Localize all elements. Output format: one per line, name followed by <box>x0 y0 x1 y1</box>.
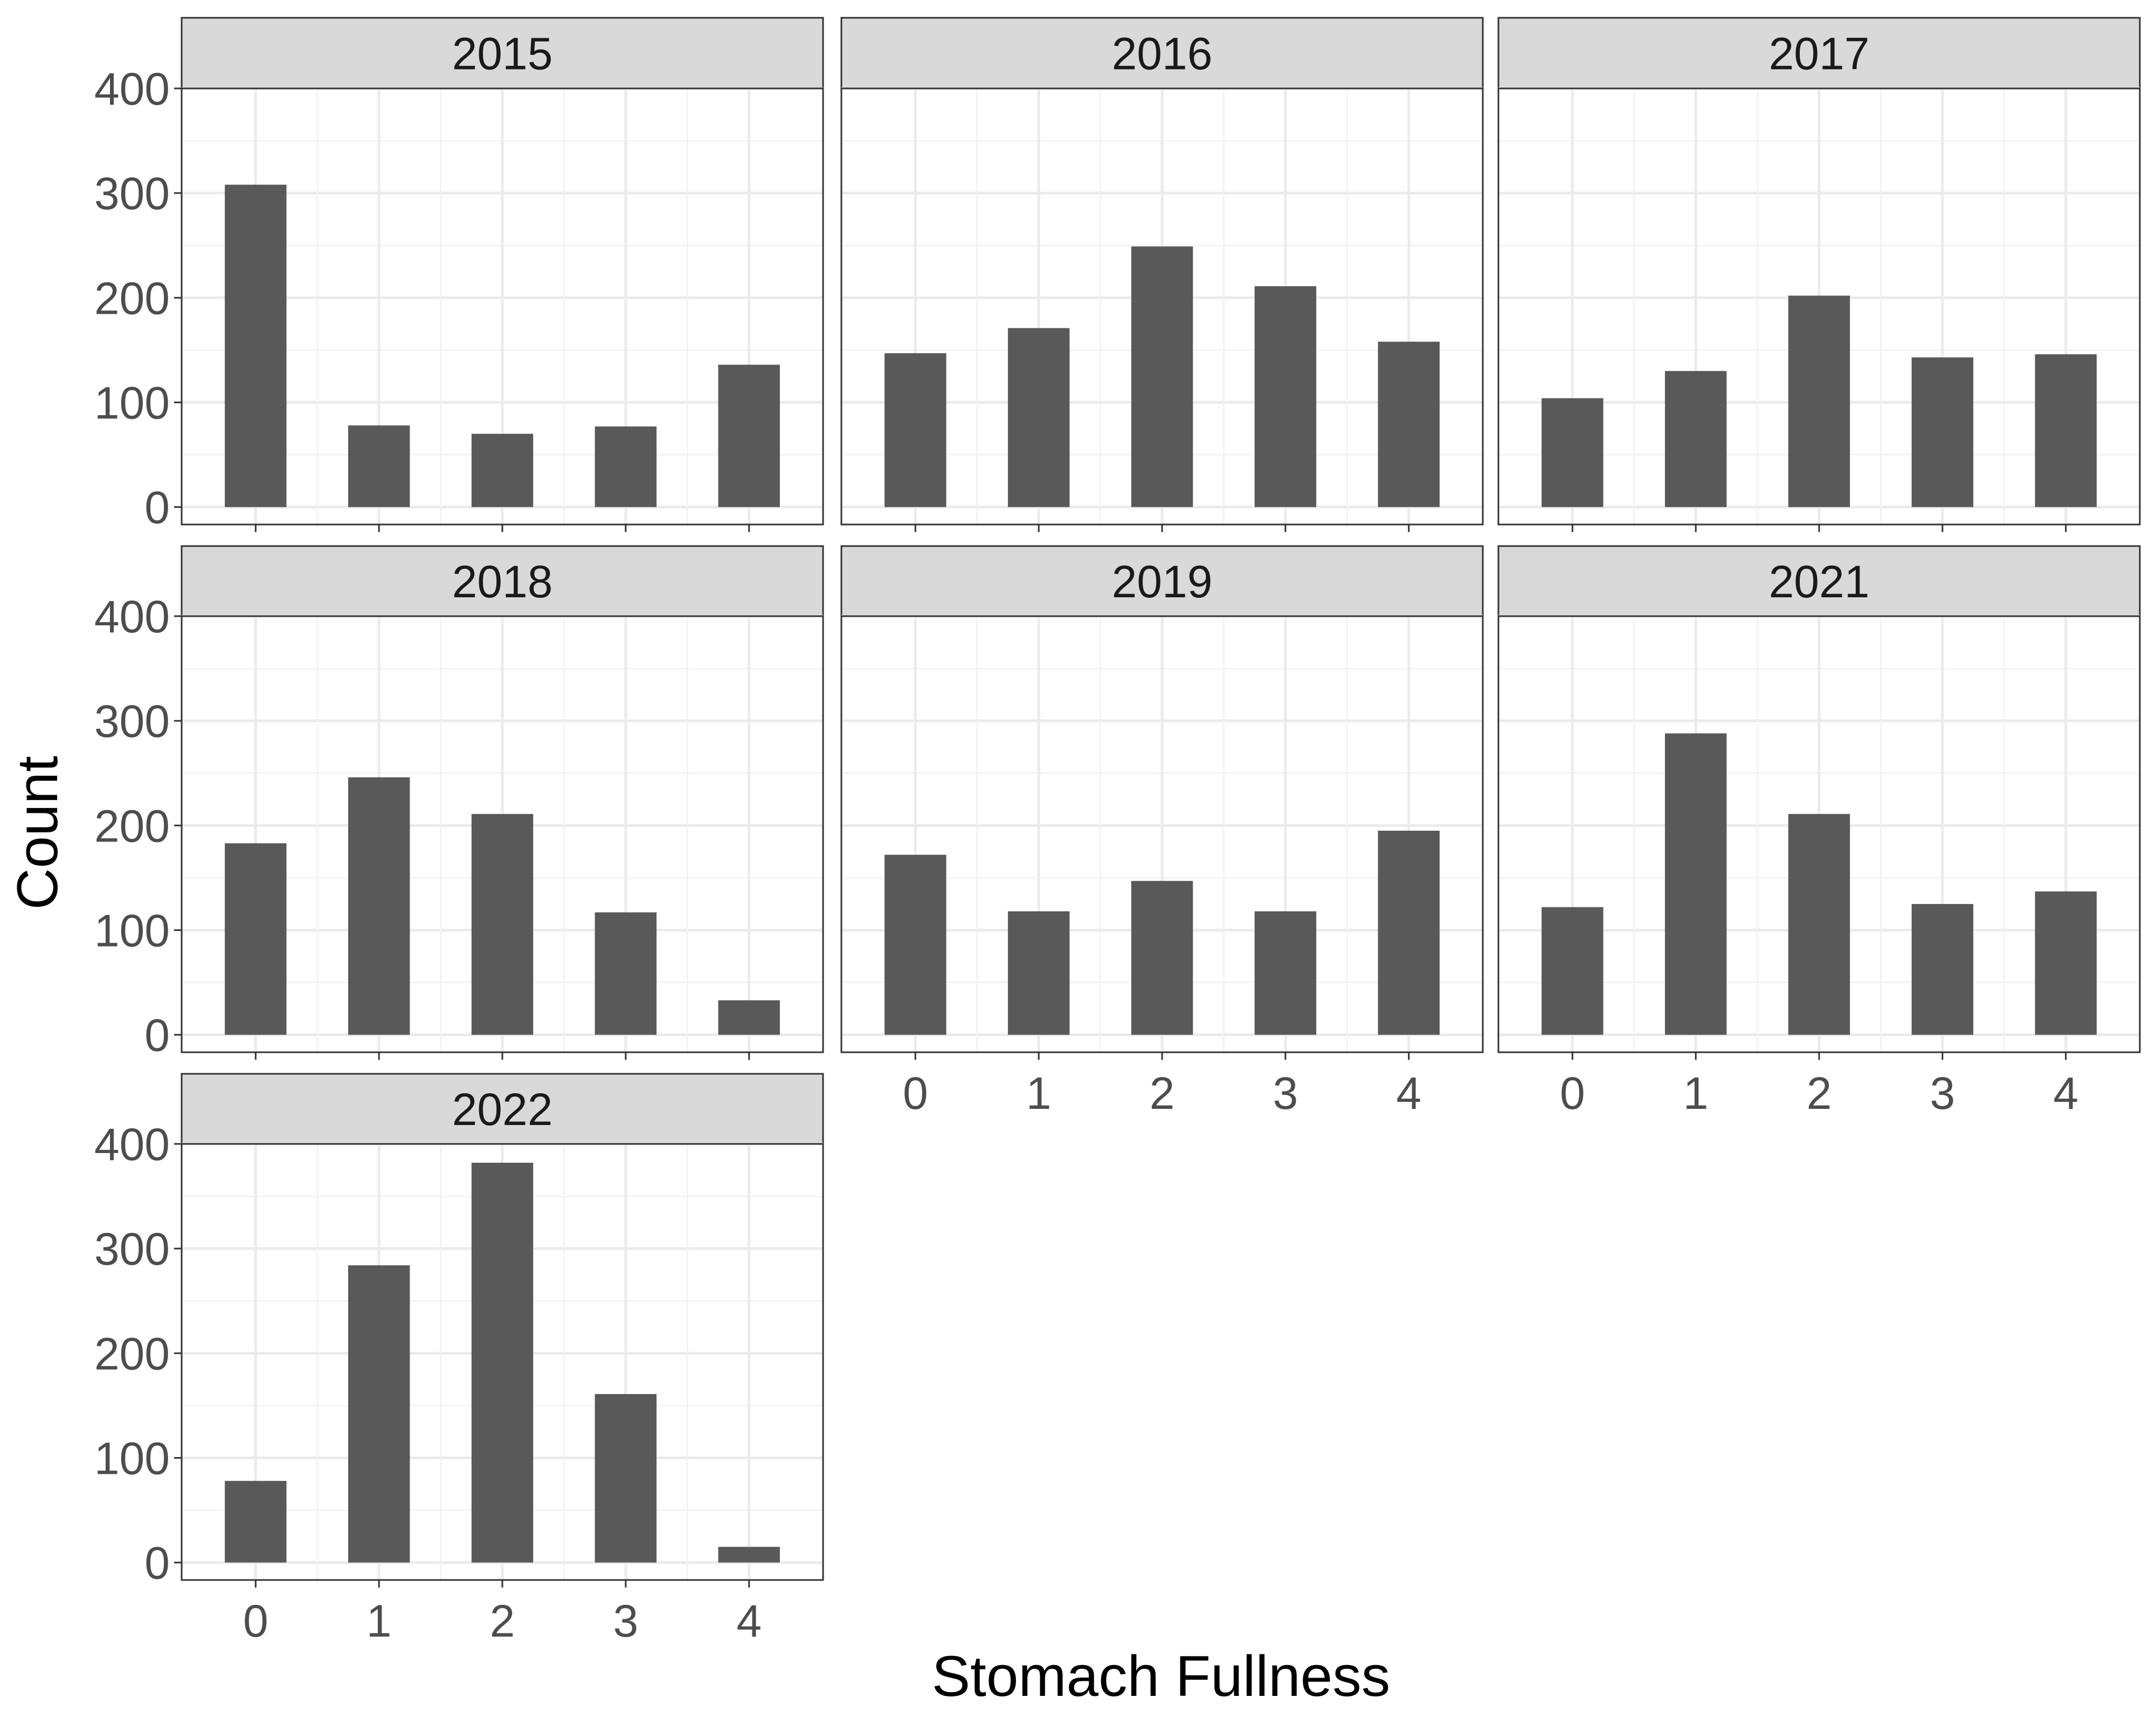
bar-2017-4 <box>2035 354 2097 507</box>
bar-2022-4 <box>718 1547 780 1563</box>
bar-2021-4 <box>2035 891 2097 1035</box>
facet-strip-label: 2015 <box>452 29 553 79</box>
bar-2015-4 <box>718 364 780 507</box>
bar-2018-4 <box>718 1000 780 1035</box>
bar-2015-0 <box>225 184 287 507</box>
bar-2015-2 <box>471 433 534 507</box>
panel-2015: 2015 0 100 200 300 400 <box>94 17 824 533</box>
y-tick-label: 300 <box>94 696 170 747</box>
facet-strip <box>181 545 824 617</box>
y-tick-label: 400 <box>94 64 170 114</box>
panel-2017: 2017 <box>1497 17 2141 532</box>
bar-2022-2 <box>471 1162 534 1563</box>
bar-2019-0 <box>884 854 946 1035</box>
x-tick-label: 2 <box>490 1596 515 1646</box>
facet-strip <box>181 1073 824 1145</box>
bar-2021-1 <box>1664 733 1727 1035</box>
x-tick-label: 0 <box>243 1596 268 1646</box>
x-tick-label: 4 <box>2053 1068 2078 1119</box>
bar-2016-2 <box>1131 246 1193 507</box>
y-tick-label: 200 <box>94 801 170 851</box>
y-tick-label: 300 <box>94 1224 170 1274</box>
bar-2019-2 <box>1131 881 1193 1035</box>
y-tick-label: 200 <box>94 1328 170 1379</box>
bar-2017-0 <box>1542 398 1604 507</box>
bar-2019-4 <box>1378 831 1440 1035</box>
bar-2018-3 <box>595 912 657 1035</box>
bar-2022-1 <box>348 1265 410 1563</box>
x-tick-label: 3 <box>613 1596 638 1646</box>
x-axis-title: Stomach Fullness <box>932 1644 1390 1708</box>
bar-2017-3 <box>1911 357 1974 507</box>
bar-2016-4 <box>1378 341 1440 507</box>
panel-2019: 2019 0 1 2 3 4 <box>840 545 1484 1119</box>
y-tick-label: 400 <box>94 591 170 642</box>
bar-2019-1 <box>1007 911 1070 1035</box>
y-tick-label: 0 <box>144 1538 170 1589</box>
bar-2018-1 <box>348 777 410 1035</box>
facet-strip-label: 2019 <box>1112 556 1213 607</box>
x-tick-label: 1 <box>1026 1068 1052 1119</box>
y-tick-label: 100 <box>94 1433 170 1484</box>
x-tick-label: 0 <box>1560 1068 1585 1119</box>
panel-2018: 2018 0 100 200 300 400 <box>94 545 824 1061</box>
x-tick-label: 2 <box>1807 1068 1832 1119</box>
y-tick-label: 200 <box>94 273 170 323</box>
bar-2016-0 <box>884 353 946 507</box>
panel-2016: 2016 <box>840 17 1484 532</box>
facet-strip <box>1497 545 2141 617</box>
facet-strip-label: 2021 <box>1769 556 1870 607</box>
x-tick-label: 1 <box>367 1596 392 1646</box>
x-tick-label: 1 <box>1683 1068 1709 1119</box>
y-tick-label: 400 <box>94 1119 170 1170</box>
x-tick-label: 0 <box>903 1068 928 1119</box>
bar-2015-1 <box>348 425 410 507</box>
facet-strip-label: 2017 <box>1769 29 1870 79</box>
y-axis-title: Count <box>5 756 70 910</box>
facet-strip-label: 2016 <box>1112 29 1213 79</box>
y-tick-label: 0 <box>144 482 170 533</box>
bar-2019-3 <box>1254 911 1317 1035</box>
y-tick-label: 300 <box>94 168 170 219</box>
bar-2016-1 <box>1007 328 1070 507</box>
bar-2017-2 <box>1788 295 1850 507</box>
bar-2022-0 <box>225 1481 287 1563</box>
x-tick-label: 4 <box>1396 1068 1421 1119</box>
facet-strip-label: 2022 <box>452 1084 553 1135</box>
x-tick-label: 3 <box>1930 1068 1955 1119</box>
bar-2016-3 <box>1254 286 1317 507</box>
x-tick-label: 3 <box>1273 1068 1298 1119</box>
y-tick-label: 0 <box>144 1010 170 1061</box>
bar-2021-0 <box>1542 907 1604 1035</box>
bar-2018-0 <box>225 843 287 1035</box>
bar-2022-3 <box>595 1394 657 1563</box>
bar-2021-2 <box>1788 813 1850 1035</box>
bar-2018-2 <box>471 813 534 1035</box>
y-tick-label: 100 <box>94 377 170 428</box>
y-tick-label: 100 <box>94 905 170 956</box>
facet-strip-label: 2018 <box>452 556 553 607</box>
bar-2015-3 <box>595 426 657 507</box>
panel-2021: 2021 0 1 2 3 4 <box>1497 545 2141 1119</box>
x-tick-label: 4 <box>736 1596 762 1646</box>
bar-2021-3 <box>1911 903 1974 1035</box>
panel-2022: 2022 0 100 200 300 400 0 1 2 3 4 <box>94 1073 824 1646</box>
facet-strip <box>181 17 824 89</box>
bar-2017-1 <box>1664 371 1727 507</box>
x-tick-label: 2 <box>1150 1068 1175 1119</box>
